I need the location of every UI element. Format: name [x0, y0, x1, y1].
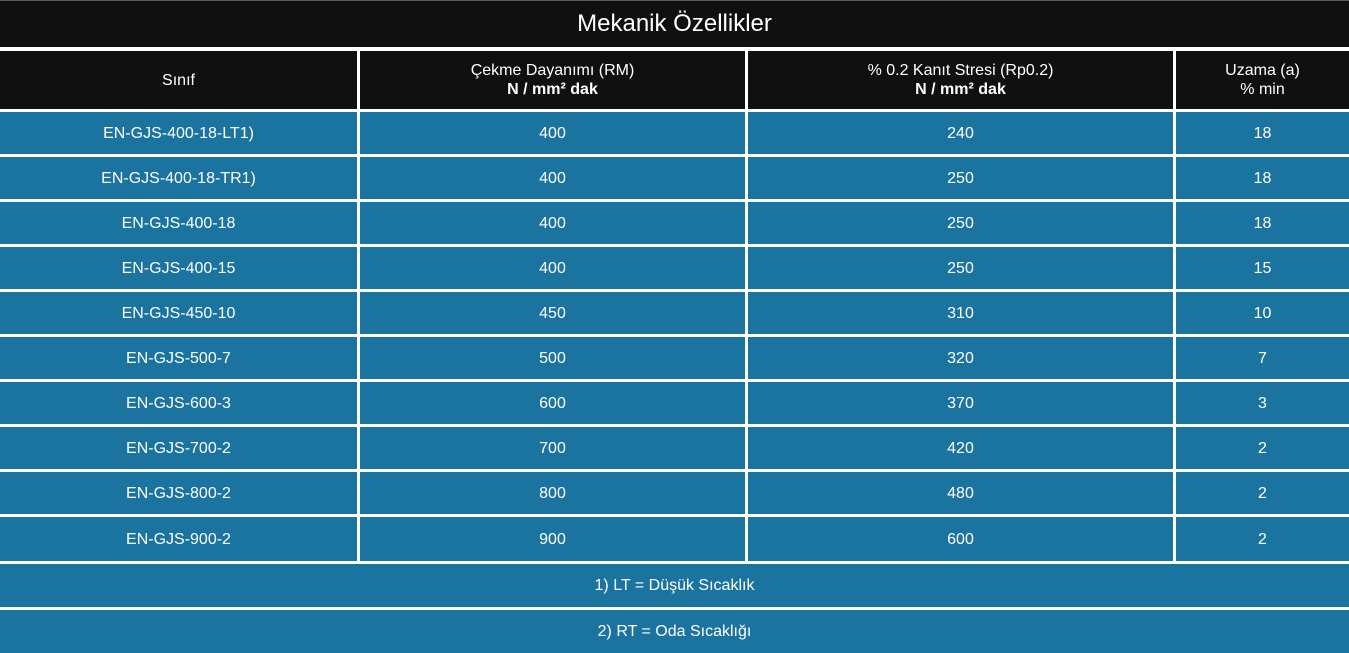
elongation-cell: 15: [1176, 247, 1349, 289]
proof-cell: 480: [748, 472, 1173, 514]
elongation-cell: 10: [1176, 292, 1349, 334]
elongation-cell: 18: [1176, 202, 1349, 244]
tensile-cell: 600: [360, 382, 745, 424]
table-row: EN-GJS-500-7 500 320 7: [0, 337, 1349, 379]
header-proof-label: % 0.2 Kanıt Stresi (Rp0.2): [867, 62, 1054, 79]
elongation-cell: 18: [1176, 112, 1349, 154]
header-tensile-strength: Çekme Dayanımı (RM) N / mm² dak: [360, 51, 745, 109]
table-header-row: Sınıf Çekme Dayanımı (RM) N / mm² dak % …: [0, 51, 1349, 109]
grade-cell: EN-GJS-900-2: [0, 517, 357, 561]
grade-cell: EN-GJS-600-3: [0, 382, 357, 424]
header-elongation-label: Uzama (a): [1225, 62, 1300, 79]
table-row: EN-GJS-700-2 700 420 2: [0, 427, 1349, 469]
elongation-cell: 18: [1176, 157, 1349, 199]
header-tensile-unit: N / mm² dak: [507, 81, 598, 98]
elongation-cell: 2: [1176, 472, 1349, 514]
proof-cell: 240: [748, 112, 1173, 154]
grade-cell: EN-GJS-400-18: [0, 202, 357, 244]
grade-cell: EN-GJS-700-2: [0, 427, 357, 469]
grade-cell: EN-GJS-800-2: [0, 472, 357, 514]
tensile-cell: 900: [360, 517, 745, 561]
proof-cell: 320: [748, 337, 1173, 379]
table-title: Mekanik Özellikler: [0, 0, 1349, 47]
header-proof-unit: N / mm² dak: [915, 81, 1006, 98]
tensile-cell: 400: [360, 157, 745, 199]
table-row: EN-GJS-600-3 600 370 3: [0, 382, 1349, 424]
header-tensile-label: Çekme Dayanımı (RM): [470, 62, 635, 79]
grade-cell: EN-GJS-400-15: [0, 247, 357, 289]
tensile-cell: 500: [360, 337, 745, 379]
elongation-cell: 2: [1176, 427, 1349, 469]
elongation-cell: 2: [1176, 517, 1349, 561]
table-row: EN-GJS-400-18-TR1) 400 250 18: [0, 157, 1349, 199]
proof-cell: 370: [748, 382, 1173, 424]
tensile-cell: 700: [360, 427, 745, 469]
grade-cell: EN-GJS-400-18-TR1): [0, 157, 357, 199]
grade-cell: EN-GJS-450-10: [0, 292, 357, 334]
proof-cell: 250: [748, 157, 1173, 199]
proof-cell: 420: [748, 427, 1173, 469]
proof-cell: 600: [748, 517, 1173, 561]
header-proof-stress: % 0.2 Kanıt Stresi (Rp0.2) N / mm² dak: [748, 51, 1173, 109]
header-elongation: Uzama (a) % min: [1176, 51, 1349, 109]
table-row: EN-GJS-800-2 800 480 2: [0, 472, 1349, 514]
proof-cell: 250: [748, 202, 1173, 244]
grade-cell: EN-GJS-400-18-LT1): [0, 112, 357, 154]
table-row: EN-GJS-450-10 450 310 10: [0, 292, 1349, 334]
tensile-cell: 400: [360, 247, 745, 289]
grade-cell: EN-GJS-500-7: [0, 337, 357, 379]
proof-cell: 310: [748, 292, 1173, 334]
header-grade-label: Sınıf: [162, 71, 195, 89]
tensile-cell: 400: [360, 112, 745, 154]
elongation-cell: 3: [1176, 382, 1349, 424]
proof-cell: 250: [748, 247, 1173, 289]
footnote-room-temperature: 2) RT = Oda Sıcaklığı: [0, 610, 1349, 653]
table-row: EN-GJS-400-18-LT1) 400 240 18: [0, 112, 1349, 154]
elongation-cell: 7: [1176, 337, 1349, 379]
table-row: EN-GJS-400-18 400 250 18: [0, 202, 1349, 244]
tensile-cell: 400: [360, 202, 745, 244]
tensile-cell: 800: [360, 472, 745, 514]
table-row: EN-GJS-400-15 400 250 15: [0, 247, 1349, 289]
header-elongation-unit: % min: [1240, 81, 1285, 98]
table-row: EN-GJS-900-2 900 600 2: [0, 517, 1349, 561]
footnote-low-temperature: 1) LT = Düşük Sıcaklık: [0, 564, 1349, 607]
header-grade: Sınıf: [0, 51, 357, 109]
tensile-cell: 450: [360, 292, 745, 334]
